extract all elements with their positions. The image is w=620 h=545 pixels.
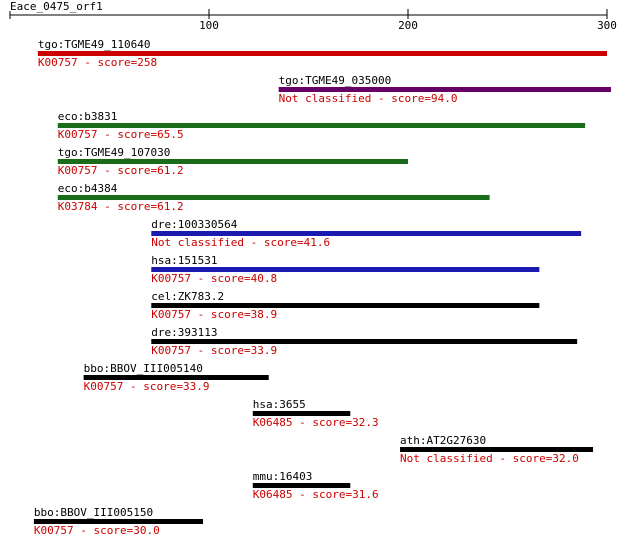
row-label: K00757 - score=258	[38, 56, 157, 69]
range-bar	[252, 411, 351, 416]
row-label: K00757 - score=61.2	[58, 164, 184, 177]
range-bar	[151, 303, 540, 308]
range-bar	[33, 519, 204, 524]
row-name: dre:100330564	[151, 218, 237, 231]
x-tick-label: 300	[597, 19, 617, 32]
row-name: ath:AT2G27630	[400, 434, 486, 447]
row-label: K00757 - score=40.8	[151, 272, 277, 285]
range-bar	[151, 339, 578, 344]
row-label: Not classified - score=41.6	[151, 236, 330, 249]
range-bar	[57, 159, 408, 164]
row-label: Not classified - score=32.0	[400, 452, 579, 465]
row-name: mmu:16403	[253, 470, 313, 483]
range-bar	[151, 267, 540, 272]
row-name: dre:393113	[151, 326, 217, 339]
row-name: hsa:151531	[151, 254, 217, 267]
range-bar	[37, 51, 608, 56]
range-bar	[252, 483, 351, 488]
row-label: K00757 - score=33.9	[151, 344, 277, 357]
row-label: K06485 - score=31.6	[253, 488, 379, 501]
row-label: K00757 - score=38.9	[151, 308, 277, 321]
range-bar	[83, 375, 269, 380]
x-tick-label: 100	[199, 19, 219, 32]
row-name: hsa:3655	[253, 398, 306, 411]
row-name: bbo:BBOV_III005150	[34, 506, 153, 519]
x-tick-label: 200	[398, 19, 418, 32]
range-bar	[151, 231, 582, 236]
row-name: cel:ZK783.2	[151, 290, 224, 303]
chart-title: Eace_0475_orf1	[10, 0, 103, 13]
row-name: eco:b3831	[58, 110, 118, 123]
row-name: eco:b4384	[58, 182, 118, 195]
row-label: K00757 - score=33.9	[84, 380, 210, 393]
row-label: Not classified - score=94.0	[279, 92, 458, 105]
row-label: K03784 - score=61.2	[58, 200, 184, 213]
row-name: tgo:TGME49_110640	[38, 38, 151, 51]
range-bar	[278, 87, 611, 92]
row-name: tgo:TGME49_035000	[279, 74, 392, 87]
row-name: tgo:TGME49_107030	[58, 146, 171, 159]
row-label: K00757 - score=65.5	[58, 128, 184, 141]
range-bar	[57, 123, 586, 128]
row-label: K06485 - score=32.3	[253, 416, 379, 429]
row-label: K00757 - score=30.0	[34, 524, 160, 537]
range-bar	[400, 447, 594, 452]
range-bar	[57, 195, 490, 200]
row-name: bbo:BBOV_III005140	[84, 362, 203, 375]
